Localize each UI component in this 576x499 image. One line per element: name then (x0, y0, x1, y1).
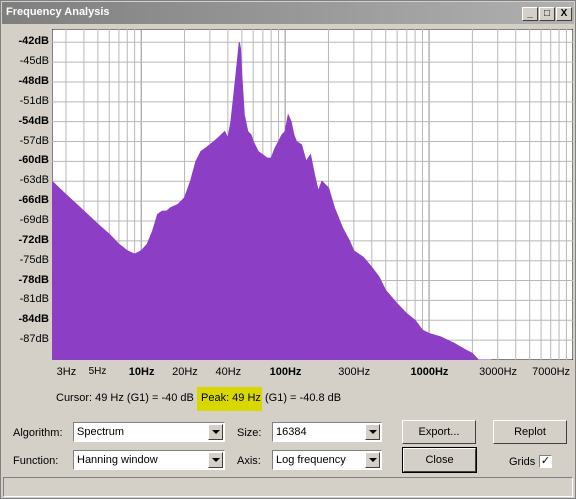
axis-value: Log frequency (276, 454, 346, 466)
title-bar[interactable]: Frequency Analysis _ □ X (2, 2, 574, 24)
y-tick-label: -69dB (19, 213, 49, 226)
y-tick-label: -54dB (18, 114, 49, 127)
y-tick-label: -60dB (18, 154, 49, 167)
spectrum-plot[interactable] (52, 29, 573, 360)
size-label: Size: (237, 427, 262, 439)
y-tick-label: -48dB (18, 74, 49, 87)
axis-select[interactable]: Log frequency (272, 450, 382, 470)
status-bar (3, 477, 573, 497)
y-tick-label: -57dB (19, 134, 49, 147)
chevron-down-icon[interactable] (365, 452, 380, 468)
x-tick-label: 40Hz (215, 366, 242, 378)
close-window-button[interactable]: X (556, 7, 572, 21)
y-tick-label: -84dB (18, 313, 49, 326)
function-select[interactable]: Hanning window (73, 450, 225, 470)
x-tick-label: 7000Hz (532, 366, 571, 378)
y-tick-label: -42dB (18, 35, 49, 48)
x-tick-label: 10Hz (128, 366, 155, 378)
function-value: Hanning window (77, 454, 158, 466)
y-tick-label: -81dB (19, 293, 49, 306)
y-tick-label: -75dB (19, 253, 49, 266)
x-tick-label: 100Hz (269, 366, 302, 378)
y-tick-label: -87dB (19, 333, 49, 346)
minimize-button[interactable]: _ (522, 7, 538, 21)
x-tick-label: 300Hz (338, 366, 371, 378)
peak-readout: Peak: 49 Hz (201, 392, 261, 404)
close-button[interactable]: Close (402, 447, 477, 473)
replot-button[interactable]: Replot (493, 420, 567, 444)
x-tick-label: 20Hz (172, 366, 198, 378)
x-tick-label: 3Hz (56, 366, 77, 378)
size-value: 16384 (276, 426, 307, 438)
algorithm-select[interactable]: Spectrum (73, 422, 225, 442)
algorithm-value: Spectrum (77, 426, 125, 438)
spectrum-area (52, 42, 492, 360)
x-tick-label: 5Hz (88, 366, 107, 377)
x-tick-label: 3000Hz (479, 366, 518, 378)
y-tick-label: -63dB (19, 174, 49, 187)
y-tick-label: -45dB (19, 55, 49, 68)
window-title: Frequency Analysis (6, 6, 110, 18)
chevron-down-icon[interactable] (208, 424, 223, 440)
algorithm-label: Algorithm: (13, 427, 63, 439)
size-select[interactable]: 16384 (272, 422, 382, 442)
y-tick-label: -72dB (18, 233, 49, 246)
chevron-down-icon[interactable] (208, 452, 223, 468)
function-label: Function: (13, 455, 59, 467)
peak-value-readout: (G1) = -40.8 dB (265, 392, 342, 404)
chevron-down-icon[interactable] (365, 424, 380, 440)
maximize-button[interactable]: □ (539, 7, 555, 21)
y-tick-label: -78dB (18, 273, 49, 286)
peak-highlight (197, 387, 262, 411)
grids-checkbox[interactable]: ✓ (539, 455, 552, 468)
y-tick-label: -66dB (18, 194, 49, 207)
y-tick-label: -51dB (19, 94, 49, 107)
axis-label: Axis: (237, 455, 261, 467)
cursor-readout: Cursor: 49 Hz (G1) = -40 dB (56, 392, 194, 404)
grids-label: Grids (509, 456, 536, 468)
x-tick-label: 1000Hz (410, 366, 449, 378)
export-button[interactable]: Export... (402, 420, 476, 444)
